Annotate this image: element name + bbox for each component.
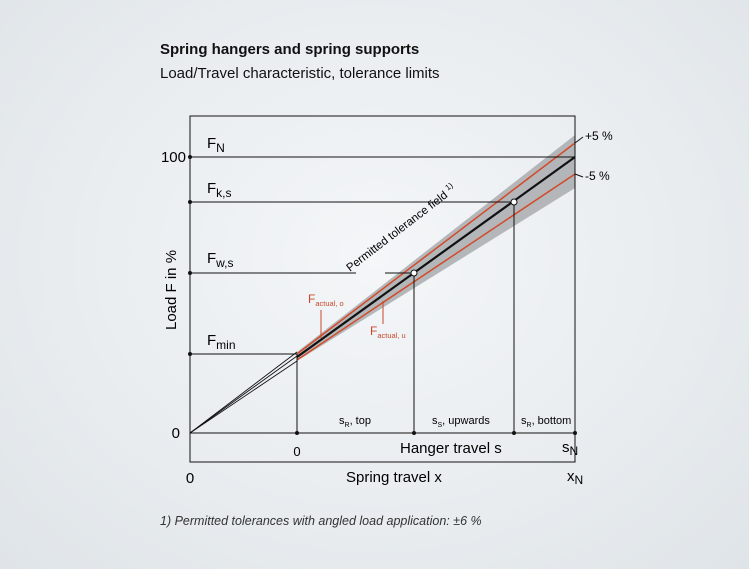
hanger-tick-0: 0 — [293, 444, 300, 459]
segment-top-label: sR, top — [339, 415, 371, 429]
y-tick-0: 0 — [172, 425, 180, 442]
upper-limit-line — [296, 142, 576, 355]
hanger-axis-label: Hanger travel s — [400, 440, 502, 457]
footnote: 1) Permitted tolerances with angled load… — [160, 514, 482, 528]
fn-label: FN — [207, 135, 225, 155]
chart-frame — [189, 115, 576, 463]
y-tick-100: 100 — [161, 149, 186, 166]
fks-axis-dot — [188, 200, 192, 204]
x-axis-label: Spring travel x — [346, 469, 442, 486]
fws-axis-dot — [188, 271, 192, 275]
fks-label: Fk,s — [207, 180, 232, 200]
cold-point — [510, 198, 518, 206]
plus5-leader — [574, 136, 584, 144]
segment-upwards-label: sS, upwards — [432, 415, 490, 429]
segment-bottom-label: sR, bottom — [521, 415, 571, 429]
x-tick-end: xN — [567, 468, 583, 487]
minus5-leader — [574, 173, 584, 178]
nominal-characteristic — [296, 156, 576, 358]
minus5-label: -5 % — [585, 169, 610, 183]
hanger-tick-end: sN — [562, 439, 578, 458]
working-point — [410, 269, 418, 277]
fn-axis-dot — [188, 155, 192, 159]
page-subtitle: Load/Travel characteristic, tolerance li… — [160, 65, 440, 82]
fan-line-mid — [189, 355, 298, 434]
page-title: Spring hangers and spring supports — [160, 41, 420, 58]
fmin-label: Fmin — [207, 332, 236, 352]
fmin-axis-dot — [188, 352, 192, 356]
x-tick-0: 0 — [186, 470, 194, 487]
actual-u-label: Factual, u — [370, 324, 406, 340]
lower-limit-line — [296, 173, 576, 361]
fws-label: Fw,s — [207, 250, 234, 270]
plus5-label: +5 % — [585, 129, 613, 143]
fan-line-upper — [189, 351, 298, 434]
y-axis-label: Load F in % — [163, 250, 180, 330]
fan-line-lower — [189, 360, 298, 434]
actual-o-label: Factual, o — [308, 292, 344, 308]
